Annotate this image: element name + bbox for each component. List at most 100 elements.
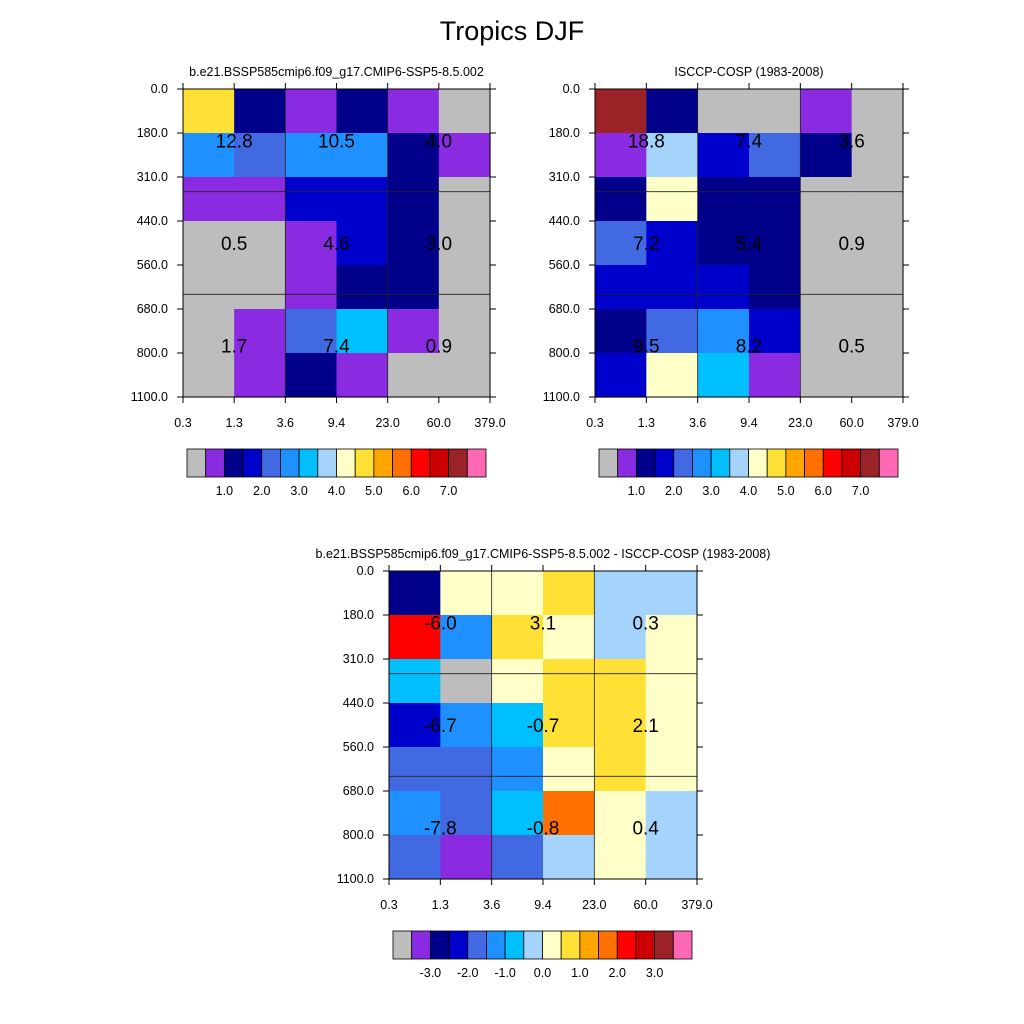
heatmap-cell — [285, 133, 338, 178]
heatmap-cell — [595, 221, 647, 266]
colorbar-swatch — [336, 448, 356, 478]
heatmap-cell — [851, 353, 904, 398]
heatmap-cell — [646, 133, 699, 178]
colorbar-swatch — [467, 930, 487, 960]
heatmap-cell — [646, 309, 699, 354]
cell-value-label: -7.8 — [424, 819, 457, 840]
heatmap-cell — [491, 835, 544, 880]
heatmap-cell — [491, 571, 544, 616]
heatmap-cell — [595, 309, 647, 354]
cell-value-label: 3.0 — [426, 234, 452, 255]
heatmap-cell — [491, 747, 544, 792]
colorbar-label: 7.0 — [440, 484, 457, 498]
colorbar-swatch — [448, 930, 469, 960]
heatmap-cell — [595, 353, 647, 398]
heatmap-cell — [438, 309, 491, 354]
colorbar-swatch — [841, 448, 862, 478]
cell-value-label: 8.2 — [736, 337, 762, 358]
x-tick-label: 3.6 — [483, 898, 500, 912]
cell-value-label: 2.1 — [632, 716, 658, 737]
heatmap-cell — [285, 221, 338, 266]
heatmap-cell — [387, 221, 440, 266]
heatmap-cell — [800, 133, 853, 178]
heatmap-cell — [800, 353, 853, 398]
figure-title: Tropics DJF — [439, 16, 585, 46]
colorbar-swatch — [729, 448, 749, 478]
heatmap-cell — [595, 133, 647, 178]
colorbar-swatch — [692, 448, 712, 478]
x-tick-label: 23.0 — [788, 416, 812, 430]
heatmap-cell — [697, 89, 750, 134]
colorbar-label: 3.0 — [290, 484, 307, 498]
colorbar-swatch — [373, 448, 393, 478]
heatmap-cell — [491, 791, 544, 836]
colorbar-label: -2.0 — [457, 966, 479, 980]
heatmap-cell — [697, 265, 750, 310]
heatmap-cell — [336, 177, 389, 222]
heatmap-cell — [387, 89, 440, 134]
heatmap-cell — [749, 221, 801, 266]
colorbar-swatch — [748, 448, 768, 478]
heatmap-cell — [851, 177, 904, 222]
colorbar-swatch — [429, 930, 450, 960]
heatmap-cell — [336, 221, 389, 266]
heatmap-cell — [438, 265, 491, 310]
x-tick-label: 9.4 — [328, 416, 345, 430]
heatmap-cell — [646, 221, 699, 266]
heatmap-cell — [851, 133, 904, 178]
heatmap-cell — [389, 571, 441, 616]
x-tick-label: 379.0 — [887, 416, 918, 430]
heatmap-cell — [543, 615, 595, 660]
colorbar-swatch — [598, 930, 618, 960]
heatmap-cell — [800, 89, 853, 134]
heatmap-cell — [438, 133, 491, 178]
colorbar-label: 6.0 — [815, 484, 832, 498]
x-tick-label: 0.3 — [380, 898, 397, 912]
x-tick-label: 0.3 — [586, 416, 603, 430]
heatmap-cell — [389, 659, 441, 704]
heatmap-cell — [183, 89, 235, 134]
colorbar-label: 6.0 — [403, 484, 420, 498]
heatmap-cell — [387, 133, 440, 178]
colorbar-label: 1.0 — [571, 966, 588, 980]
panel-title-model: b.e21.BSSP585cmip6.f09_g17.CMIP6-SSP5-8.… — [189, 65, 484, 79]
cell-value-label: 1.7 — [221, 337, 247, 358]
colorbar-label: 1.0 — [216, 484, 233, 498]
heatmap-cell — [594, 747, 647, 792]
x-tick-label: 3.6 — [689, 416, 706, 430]
heatmap-cell — [594, 703, 647, 748]
heatmap-cell — [646, 353, 699, 398]
y-tick-label: 800.0 — [549, 346, 580, 360]
colorbar-swatch — [654, 930, 674, 960]
cell-value-label: 0.9 — [426, 337, 452, 358]
colorbar-swatch — [186, 448, 207, 478]
colorbar-swatch — [504, 930, 525, 960]
colorbar-swatch — [635, 448, 656, 478]
colorbar-swatch — [654, 448, 675, 478]
heatmap-cell — [438, 89, 491, 134]
cell-value-label: 0.5 — [838, 337, 864, 358]
heatmap-cell — [183, 133, 235, 178]
colorbar-swatch — [766, 448, 787, 478]
heatmap-cell — [389, 615, 441, 660]
heatmap-cell — [645, 615, 698, 660]
cell-value-label: 4.6 — [323, 234, 349, 255]
heatmap-cell — [440, 703, 493, 748]
colorbar-label: -1.0 — [494, 966, 516, 980]
heatmap-cell — [749, 309, 801, 354]
heatmap-cell — [749, 177, 801, 222]
heatmap-cell — [800, 177, 853, 222]
y-tick-label: 1100.0 — [337, 872, 374, 886]
x-tick-label: 1.3 — [225, 416, 242, 430]
x-tick-label: 23.0 — [375, 416, 399, 430]
heatmap-cell — [594, 615, 647, 660]
y-tick-label: 440.0 — [549, 214, 580, 228]
cell-value-label: 3.6 — [838, 131, 864, 152]
x-tick-label: 379.0 — [681, 898, 712, 912]
colorbar-swatch — [635, 930, 656, 960]
panel-diff: b.e21.BSSP585cmip6.f09_g17.CMIP6-SSP5-8.… — [316, 547, 771, 980]
colorbar-swatch — [223, 448, 244, 478]
heatmap-cell — [285, 89, 338, 134]
heatmap-cell — [645, 835, 698, 880]
